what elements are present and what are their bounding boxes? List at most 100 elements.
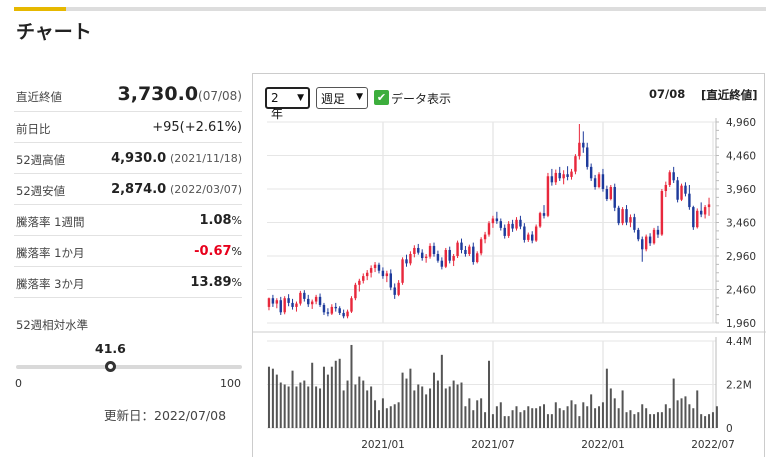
relative-level-track (16, 361, 242, 372)
candle-body (436, 253, 440, 261)
candle-body (413, 247, 416, 254)
volume-bar (484, 412, 487, 428)
candle-body (633, 217, 636, 230)
volume-bar (472, 410, 475, 428)
candle-body (652, 229, 656, 244)
volume-bar (287, 386, 290, 428)
candle-body (417, 247, 420, 253)
check-icon: ✔ (376, 91, 387, 104)
volume-bar (299, 382, 302, 428)
volume-bar (664, 404, 667, 428)
stat-value: -0.67% (194, 244, 242, 259)
volume-bar (342, 390, 345, 428)
section-rule (14, 7, 766, 11)
candle-body (479, 239, 483, 254)
candle-body (448, 249, 451, 261)
stat-label: 52週安値 (16, 184, 66, 198)
volume-bar (275, 374, 278, 428)
high-52w-date: (2021/11/18) (170, 152, 242, 165)
candle-body (676, 180, 679, 200)
candle-body (515, 219, 518, 229)
volume-bar (688, 404, 691, 428)
candle-body (519, 219, 522, 227)
volume-bar (452, 380, 455, 428)
volume-bar (519, 412, 522, 428)
volume-bar (362, 380, 365, 428)
candle-body (664, 184, 668, 192)
change-1m-value: -0.67 (194, 244, 232, 259)
candle-body (491, 218, 495, 224)
price-tick-label: 1,960 (726, 318, 756, 330)
stat-value: +95(+2.61%) (152, 120, 242, 135)
volume-bar (574, 404, 577, 428)
candle-body (613, 186, 616, 208)
candle-body (287, 298, 290, 303)
stat-label: 52週高値 (16, 153, 66, 167)
volume-bar (267, 366, 270, 428)
volume-bar (421, 386, 424, 428)
stat-change-1w: 騰落率 1週間 1.08% (14, 205, 242, 236)
interval-select[interactable]: 週足 ▼ (316, 87, 368, 109)
show-data-label[interactable]: データ表示 (391, 92, 452, 106)
volume-bar (582, 402, 585, 428)
candle-body (283, 298, 286, 313)
volume-bar (696, 390, 699, 428)
volume-bar (645, 408, 648, 428)
volume-bar (401, 372, 404, 428)
candle-body (688, 193, 691, 208)
period-select[interactable]: 2年 ▼ (265, 87, 310, 121)
volume-bar (649, 414, 652, 428)
candle-body (601, 174, 605, 189)
volume-bar (366, 390, 369, 428)
volume-bar (590, 394, 593, 428)
volume-bar (295, 386, 298, 428)
volume-bar (405, 378, 408, 428)
price-tick-label: 3,460 (726, 218, 756, 230)
stats-panel: 直近終値 3,730.0(07/08) 前日比 +95(+2.61%) 52週高… (14, 78, 242, 298)
candle-body (680, 185, 683, 200)
candle-body (350, 298, 353, 312)
volume-bar (692, 408, 695, 428)
price-tick-label: 2,960 (726, 251, 756, 263)
volume-bar (417, 384, 420, 428)
candle-body (574, 156, 577, 172)
candle-body (562, 174, 565, 179)
volume-bar (491, 414, 494, 428)
candle-body (597, 174, 601, 187)
volume-bar (315, 386, 318, 428)
volume-bar (578, 416, 581, 428)
volume-bar (656, 412, 659, 428)
candle-body (338, 308, 341, 313)
candle-body (621, 209, 624, 224)
candle-body (385, 273, 389, 277)
show-data-checkbox[interactable]: ✔ (374, 90, 389, 105)
relative-level-label: 52週相対水準 (16, 318, 89, 332)
volume-bar (601, 402, 604, 428)
volume-bar (515, 406, 518, 428)
candle-body (373, 264, 377, 269)
candle-body (641, 239, 644, 250)
stat-change-3m: 騰落率 3か月 13.89% (14, 267, 242, 298)
stat-label: 騰落率 3か月 (16, 277, 85, 291)
volume-bar (715, 406, 718, 428)
chevron-down-icon: ▼ (297, 93, 304, 103)
volume-bar (613, 398, 616, 428)
volume-bar (621, 390, 624, 428)
volume-bar (605, 368, 608, 428)
candle-body (354, 284, 357, 299)
x-tick-label: 2022/07 (691, 439, 735, 451)
volume-bar (570, 400, 573, 428)
volume-bar (319, 388, 322, 428)
relative-level-value: 41.6 (95, 341, 126, 356)
volume-bar (672, 378, 675, 428)
stat-low-52w: 52週安値 2,874.0 (2022/03/07) (14, 174, 242, 205)
volume-bar (660, 412, 663, 428)
candle-body (310, 301, 314, 305)
volume-bar (326, 374, 329, 428)
candle-body (699, 210, 703, 215)
candle-body (617, 207, 620, 224)
volume-bar (535, 408, 538, 428)
volume-bar (680, 398, 683, 428)
stat-label: 騰落率 1週間 (16, 215, 85, 229)
updated-date: 更新日：2022/07/08 (104, 408, 227, 423)
